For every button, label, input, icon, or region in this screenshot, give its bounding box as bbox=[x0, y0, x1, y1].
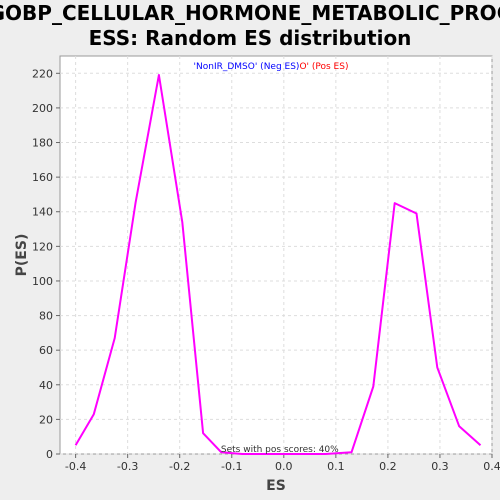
y-tick-label: 140 bbox=[32, 206, 53, 219]
legend: 'NonIR_DMSO' (Neg ES)O' (Pos ES) bbox=[194, 62, 349, 72]
y-tick-label: 180 bbox=[32, 137, 53, 150]
chart-title-line1: GOBP_CELLULAR_HORMONE_METABOLIC_PROC bbox=[0, 1, 500, 25]
series-line bbox=[74, 74, 482, 455]
x-tick-label: 0.1 bbox=[327, 460, 345, 473]
x-tick-label: -0.4 bbox=[65, 460, 86, 473]
legend-neg-text: 'NonIR_DMSO' (Neg ES) bbox=[194, 62, 300, 72]
y-tick-label: 220 bbox=[32, 67, 53, 80]
y-tick-label: 60 bbox=[39, 344, 53, 357]
x-tick-label: -0.1 bbox=[221, 460, 242, 473]
y-tick-label: 80 bbox=[39, 310, 53, 323]
x-tick-label: 0.3 bbox=[431, 460, 449, 473]
grid bbox=[60, 56, 493, 455]
axes: -0.4 -0.3 -0.2 -0.1 0.0 0.1 0.2 0.3 0.4 0 20 40 60 80… bbox=[32, 67, 500, 473]
y-tick-label: 160 bbox=[32, 171, 53, 184]
x-tick-label: -0.3 bbox=[117, 460, 138, 473]
x-tick-label: 0.0 bbox=[275, 460, 293, 473]
y-tick-label: 40 bbox=[39, 379, 53, 392]
y-tick-label: 100 bbox=[32, 275, 53, 288]
y-tick-label: 0 bbox=[46, 448, 53, 461]
annotation-pos-scores: Sets with pos scores: 40% bbox=[221, 445, 339, 455]
x-tick-label: 0.2 bbox=[379, 460, 397, 473]
x-axis-label: ES bbox=[266, 478, 286, 494]
legend-pos-text: O' (Pos ES) bbox=[299, 62, 348, 72]
x-tick-label: -0.2 bbox=[169, 460, 190, 473]
chart-title-line2: ESS: Random ES distribution bbox=[89, 26, 412, 50]
y-tick-label: 20 bbox=[39, 413, 53, 426]
y-axis-label: P(ES) bbox=[14, 234, 30, 277]
x-tick-label: 0.4 bbox=[483, 460, 500, 473]
plot-area bbox=[59, 55, 493, 455]
y-tick-label: 120 bbox=[32, 240, 53, 253]
y-tick-label: 200 bbox=[32, 102, 53, 115]
